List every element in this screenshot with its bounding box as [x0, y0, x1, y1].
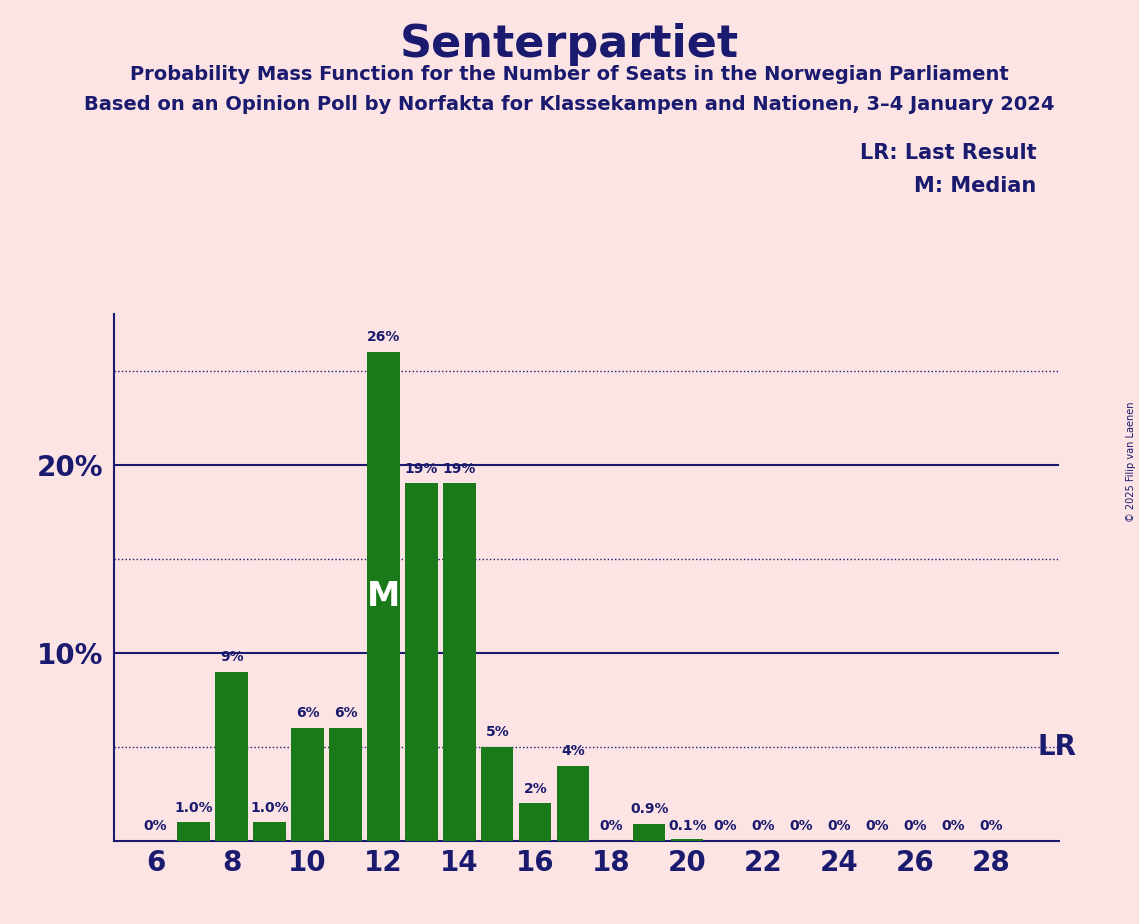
- Text: 0%: 0%: [827, 820, 851, 833]
- Bar: [671, 839, 703, 841]
- Text: 0%: 0%: [903, 820, 927, 833]
- Text: 6%: 6%: [296, 707, 319, 721]
- Bar: [557, 766, 590, 841]
- Bar: [481, 747, 514, 841]
- Text: 4%: 4%: [562, 744, 585, 758]
- Text: 2%: 2%: [524, 782, 547, 796]
- Text: 0%: 0%: [599, 820, 623, 833]
- Text: 26%: 26%: [367, 330, 400, 345]
- Bar: [292, 728, 323, 841]
- Bar: [633, 824, 665, 841]
- Text: 6%: 6%: [334, 707, 358, 721]
- Text: M: Median: M: Median: [915, 176, 1036, 196]
- Text: 19%: 19%: [443, 462, 476, 476]
- Text: 0.9%: 0.9%: [630, 802, 669, 817]
- Text: M: M: [367, 580, 400, 613]
- Text: 0%: 0%: [941, 820, 965, 833]
- Text: 5%: 5%: [485, 725, 509, 739]
- Text: Based on an Opinion Poll by Norfakta for Klassekampen and Nationen, 3–4 January : Based on an Opinion Poll by Norfakta for…: [84, 95, 1055, 115]
- Text: Probability Mass Function for the Number of Seats in the Norwegian Parliament: Probability Mass Function for the Number…: [130, 65, 1009, 84]
- Text: 0%: 0%: [752, 820, 775, 833]
- Text: 0%: 0%: [866, 820, 888, 833]
- Text: Senterpartiet: Senterpartiet: [400, 23, 739, 67]
- Text: 0%: 0%: [144, 820, 167, 833]
- Bar: [178, 822, 210, 841]
- Bar: [253, 822, 286, 841]
- Bar: [367, 352, 400, 841]
- Text: 0%: 0%: [713, 820, 737, 833]
- Bar: [405, 483, 437, 841]
- Text: 0%: 0%: [789, 820, 813, 833]
- Text: 19%: 19%: [404, 462, 439, 476]
- Text: 0.1%: 0.1%: [667, 820, 706, 833]
- Bar: [329, 728, 362, 841]
- Text: 1.0%: 1.0%: [251, 800, 289, 815]
- Text: 1.0%: 1.0%: [174, 800, 213, 815]
- Bar: [519, 803, 551, 841]
- Text: LR: LR: [1038, 733, 1076, 760]
- Bar: [215, 672, 248, 841]
- Bar: [443, 483, 476, 841]
- Text: 0%: 0%: [980, 820, 1002, 833]
- Text: LR: Last Result: LR: Last Result: [860, 143, 1036, 164]
- Text: 9%: 9%: [220, 650, 244, 664]
- Text: © 2025 Filip van Laenen: © 2025 Filip van Laenen: [1126, 402, 1136, 522]
